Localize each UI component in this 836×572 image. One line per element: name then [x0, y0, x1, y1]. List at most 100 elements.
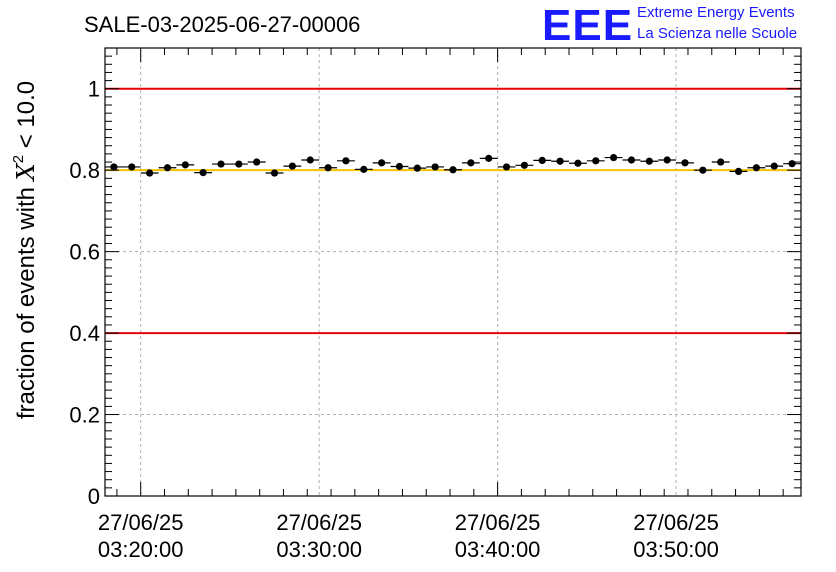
logo-eee-text: EEE [542, 1, 633, 50]
data-point [354, 165, 373, 173]
y-tick-labels: 0 0.2 0.4 0.6 0.8 1 [69, 77, 100, 509]
x-tick-label-date: 27/06/25 [276, 510, 362, 535]
point-marker [556, 157, 564, 165]
logo-line-2: La Scienza nelle Scuole [637, 25, 797, 42]
point-marker [431, 163, 439, 171]
point-marker [146, 169, 154, 177]
point-marker [467, 159, 475, 167]
point-marker [181, 161, 189, 169]
point-marker [699, 166, 707, 174]
data-point [729, 167, 748, 176]
point-marker [378, 159, 386, 167]
data-point [337, 157, 355, 165]
data-point [247, 158, 266, 166]
data-point [533, 156, 552, 165]
y-tick-label: 0.8 [69, 158, 100, 183]
point-marker [663, 156, 671, 164]
data-point [479, 154, 498, 162]
data-point [158, 164, 177, 172]
point-marker [574, 159, 582, 167]
data-point [140, 169, 159, 177]
data-point [265, 169, 284, 177]
point-marker [199, 169, 207, 177]
data-point [408, 164, 427, 172]
y-tick-label: 1 [88, 77, 100, 102]
point-marker [306, 156, 314, 164]
point-marker [235, 160, 243, 168]
data-point [212, 160, 230, 168]
point-marker [449, 166, 457, 174]
point-marker [734, 167, 743, 176]
data-point [461, 159, 480, 167]
point-marker [538, 156, 546, 165]
data-point [551, 157, 569, 165]
point-marker [128, 163, 136, 171]
data-point [747, 164, 766, 172]
x-tick-label-time: 03:50:00 [633, 537, 719, 562]
point-marker [520, 161, 528, 169]
data-point [586, 157, 605, 165]
y-axis-label-prefix: fraction of events with [13, 180, 40, 419]
data-point [444, 166, 462, 174]
data-point [640, 157, 659, 165]
data-point [604, 153, 623, 162]
y-axis-label-chi: X [12, 162, 40, 182]
data-point [497, 163, 516, 171]
x-tick-labels: 27/06/2503:20:0027/06/2503:30:0027/06/25… [98, 510, 719, 562]
data-point [283, 162, 302, 170]
point-marker [342, 157, 350, 165]
reference-lines [105, 87, 801, 335]
data-point [229, 160, 248, 168]
y-axis-label-superscript: 2 [10, 155, 27, 163]
data-point [105, 163, 123, 171]
data-point [765, 162, 784, 170]
data-points [105, 153, 801, 177]
point-marker [395, 162, 404, 171]
y-tick-label: 0.2 [69, 403, 100, 428]
point-marker [110, 163, 118, 171]
data-point [122, 163, 141, 171]
data-point [569, 159, 587, 167]
point-marker [610, 153, 618, 162]
logo-line-1: Extreme Energy Events [637, 4, 795, 21]
data-point [711, 158, 730, 166]
data-point [426, 163, 445, 171]
y-tick-label: 0.4 [69, 321, 100, 346]
point-marker [270, 169, 279, 177]
point-marker [592, 157, 600, 165]
plot-frame [104, 47, 802, 497]
data-point [693, 166, 712, 174]
y-tick-label: 0 [88, 484, 100, 509]
point-marker [253, 158, 261, 166]
y-axis-label: fraction of events with X2 < 10.0 [10, 81, 40, 419]
point-marker [681, 159, 689, 167]
point-marker [770, 162, 778, 170]
y-axis-label-suffix: < 10.0 [13, 81, 40, 155]
point-marker [788, 160, 796, 168]
eee-logo: EEE Extreme Energy Events La Scienza nel… [542, 1, 797, 50]
x-tick-label-date: 27/06/25 [455, 510, 541, 535]
axes-frame [104, 47, 802, 497]
point-marker [645, 157, 653, 165]
point-marker [717, 158, 725, 166]
x-tick-label-date: 27/06/25 [98, 510, 184, 535]
data-point [515, 161, 534, 169]
point-marker [485, 154, 493, 162]
y-tick-label: 0.6 [69, 240, 100, 265]
point-marker [413, 164, 421, 172]
data-point [676, 159, 694, 167]
point-marker [217, 160, 225, 168]
point-marker [288, 162, 296, 170]
point-marker [163, 164, 172, 172]
data-point [194, 169, 213, 177]
x-tick-label-date: 27/06/25 [633, 510, 719, 535]
data-point [372, 159, 391, 167]
data-point [319, 164, 337, 172]
data-point [390, 162, 409, 171]
point-marker [324, 164, 332, 172]
point-marker [752, 164, 760, 172]
x-tick-label-time: 03:20:00 [98, 537, 184, 562]
data-point [658, 156, 677, 164]
chart-title: SALE-03-2025-06-27-00006 [84, 12, 360, 37]
